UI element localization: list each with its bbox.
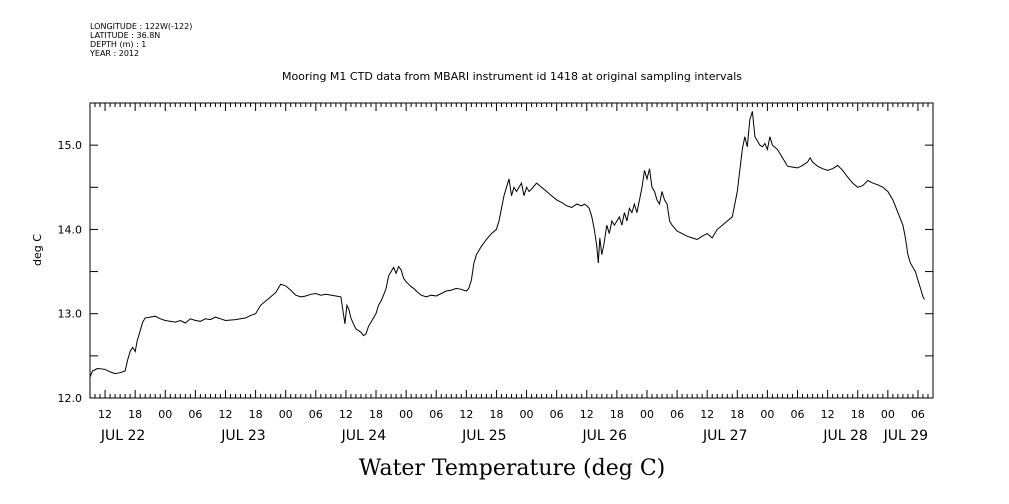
x-tick-label: 12 <box>700 408 714 421</box>
x-day-label: JUL 27 <box>702 428 747 444</box>
x-tick-label: 18 <box>249 408 263 421</box>
x-tick-label: 12 <box>98 408 112 421</box>
y-axis-tick-labels: 12.0 13.0 14.0 15.0 <box>58 139 83 405</box>
x-day-label: JUL 22 <box>100 428 145 444</box>
x-day-label: JUL 26 <box>582 428 628 444</box>
x-tick-label: 12 <box>580 408 594 421</box>
x-tick-label: 18 <box>730 408 744 421</box>
temperature-series-line <box>89 111 925 378</box>
chart-title: Mooring M1 CTD data from MBARI instrumen… <box>282 70 742 83</box>
x-tick-label: 00 <box>881 408 895 421</box>
x-axis-day-labels: JUL 22 JUL 23 JUL 24 JUL 25 JUL 26 JUL 27 JUL … <box>100 428 928 444</box>
x-tick-label: 00 <box>399 408 413 421</box>
x-tick-label: 18 <box>851 408 865 421</box>
x-tick-label: 12 <box>459 408 473 421</box>
x-tick-label: 18 <box>369 408 383 421</box>
latitude-label: LATITUDE : 36.8N <box>90 31 161 40</box>
x-tick-label: 06 <box>429 408 443 421</box>
x-tick-label: 12 <box>218 408 232 421</box>
y-tick-label: 13.0 <box>58 308 83 321</box>
plot-frame <box>89 102 934 399</box>
x-day-label: JUL 28 <box>822 428 867 444</box>
x-tick-label: 18 <box>489 408 503 421</box>
x-tick-label: 06 <box>188 408 202 421</box>
x-axis-tick-labels: 12 18 00 06 12 18 00 06 12 18 00 06 12 18 00 06 12 18 00 06… <box>98 408 925 421</box>
x-day-label: JUL 24 <box>341 428 387 444</box>
x-day-label: JUL 25 <box>461 428 506 444</box>
x-tick-label: 18 <box>610 408 624 421</box>
y-tick-label: 14.0 <box>58 223 83 236</box>
x-tick-label: 06 <box>791 408 805 421</box>
x-tick-label: 12 <box>821 408 835 421</box>
y-axis-label: deg C <box>31 234 44 266</box>
x-tick-label: 06 <box>911 408 925 421</box>
x-day-label: JUL 29 <box>883 428 928 444</box>
x-tick-label: 00 <box>760 408 774 421</box>
axis-ticks <box>89 102 934 399</box>
x-tick-label: 00 <box>279 408 293 421</box>
y-tick-label: 15.0 <box>58 139 83 152</box>
longitude-label: LONGITUDE : 122W(-122) <box>90 22 193 31</box>
x-tick-label: 00 <box>640 408 654 421</box>
x-tick-label: 00 <box>520 408 534 421</box>
x-tick-label: 00 <box>158 408 172 421</box>
x-tick-label: 18 <box>128 408 142 421</box>
x-axis-label: Water Temperature (deg C) <box>359 456 666 481</box>
x-tick-label: 06 <box>550 408 564 421</box>
x-tick-label: 06 <box>309 408 323 421</box>
year-label: YEAR : 2012 <box>90 49 140 58</box>
x-tick-label: 12 <box>339 408 353 421</box>
depth-label: DEPTH (m) : 1 <box>90 40 147 49</box>
y-tick-label: 12.0 <box>58 392 83 405</box>
x-day-label: JUL 23 <box>220 428 265 444</box>
x-tick-label: 06 <box>670 408 684 421</box>
